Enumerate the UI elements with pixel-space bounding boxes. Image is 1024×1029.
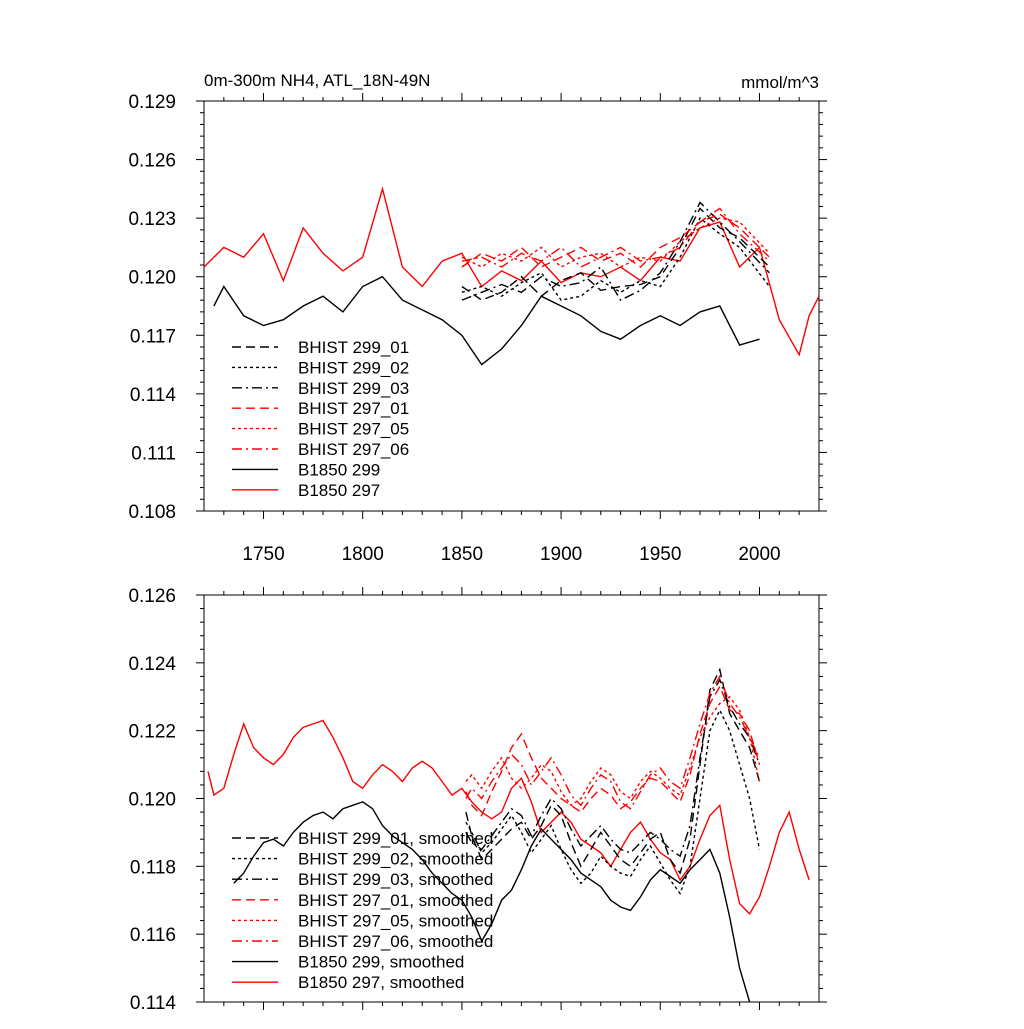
panel-bottom: 0.114 0.116 0.118 0.120 0.122 0.124 0.126 BHIST… <box>128 586 827 1014</box>
series-group <box>207 667 810 1002</box>
y-tick-label: 0.126 <box>128 586 176 607</box>
x-tick-label: 1850 <box>441 544 483 565</box>
legend-label: B1850 297, smoothed <box>298 973 464 992</box>
y-tick-label: 0.116 <box>130 925 176 946</box>
x-tick-label: 1950 <box>639 544 681 565</box>
y-tick-label: 0.114 <box>130 993 177 1014</box>
legend-label: BHIST 297_01, smoothed <box>298 891 493 910</box>
series-line-bhist-299-03-smoothed <box>465 678 761 858</box>
series-line-bhist-297-01-smoothed <box>465 685 761 817</box>
legend-label: BHIST 299_01 <box>298 338 409 357</box>
series-line-b1850-297-smoothed <box>207 719 810 915</box>
y-tick-label: 0.122 <box>128 722 176 743</box>
y-tick-label: 0.129 <box>128 92 176 113</box>
series-line-bhist-299-01-smoothed <box>465 667 761 875</box>
plot-frame <box>203 100 820 512</box>
chart-title: 0m-300m NH4, ATL_18N-49N <box>204 71 430 90</box>
x-tick-label: 2000 <box>738 544 780 565</box>
panel-top: 0.108 0.111 0.114 0.117 0.120 0.123 0.126 0.129… <box>128 92 827 565</box>
legend-label: B1850 297 <box>298 481 380 500</box>
series-line-bhist-297-05-smoothed <box>465 695 761 807</box>
x-tick-label: 1900 <box>540 544 582 565</box>
legend-label: BHIST 297_05 <box>298 420 409 439</box>
series-line-bhist-299-02 <box>461 217 770 301</box>
series-line-b1850-299 <box>213 275 760 366</box>
legend-label: B1850 299 <box>298 460 380 479</box>
legend-label: BHIST 299_01, smoothed <box>298 829 493 848</box>
legend-label: BHIST 297_06, smoothed <box>298 932 493 951</box>
series-line-bhist-297-05 <box>461 217 770 268</box>
legend-label: B1850 299, smoothed <box>298 953 464 972</box>
x-tick-label: 1800 <box>342 544 384 565</box>
plot-frame <box>203 594 820 1003</box>
series-line-b1850-299-smoothed <box>233 801 751 1002</box>
legend-label: BHIST 297_01 <box>298 399 409 418</box>
y-tick-label: 0.117 <box>130 326 176 347</box>
y-tick-label: 0.118 <box>130 857 176 878</box>
y-tick-label: 0.108 <box>128 502 176 523</box>
y-tick-label: 0.120 <box>128 790 176 811</box>
series-line-bhist-297-06-smoothed <box>465 674 761 810</box>
y-tick-label: 0.114 <box>130 385 177 406</box>
legend-label: BHIST 299_03, smoothed <box>298 870 493 889</box>
y-tick-label: 0.111 <box>131 443 176 464</box>
chart-units: mmol/m^3 <box>741 73 819 92</box>
series-group <box>204 186 819 366</box>
legend-label: BHIST 299_02 <box>298 358 409 377</box>
y-tick-label: 0.120 <box>128 268 176 289</box>
series-line-bhist-299-02-smoothed <box>465 708 761 895</box>
legend-label: BHIST 299_03 <box>298 379 409 398</box>
legend-label: BHIST 297_05, smoothed <box>298 911 493 930</box>
x-tick-label: 1750 <box>242 544 284 565</box>
legend-label: BHIST 299_02, smoothed <box>298 850 493 869</box>
legend-label: BHIST 297_06 <box>298 440 409 459</box>
series-line-b1850-297 <box>204 186 819 357</box>
series-line-bhist-297-01 <box>461 213 770 268</box>
y-tick-label: 0.124 <box>128 654 176 675</box>
series-line-bhist-297-06 <box>461 207 770 268</box>
y-tick-label: 0.126 <box>128 151 176 172</box>
y-tick-label: 0.123 <box>128 209 176 230</box>
